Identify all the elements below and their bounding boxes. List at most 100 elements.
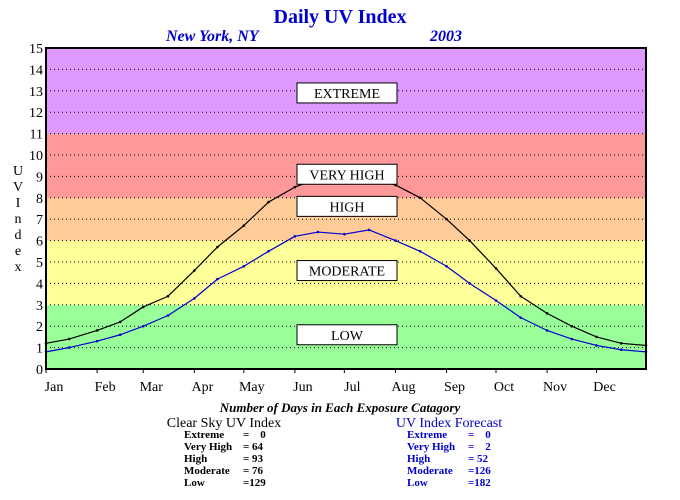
band-label-box <box>296 260 398 282</box>
y-axis-label-char: x <box>15 260 22 275</box>
x-tick-label: Sep <box>444 380 465 395</box>
x-tick-label: Mar <box>140 380 164 395</box>
series-segment <box>167 297 195 317</box>
series-segment <box>571 325 597 338</box>
y-axis-label-char: I <box>16 196 21 211</box>
clear-sky-row-label: Low <box>184 477 205 489</box>
series-segment <box>193 246 218 271</box>
x-tick-label: Oct <box>494 380 514 395</box>
forecast-row-label: Moderate <box>407 465 453 477</box>
summary-caption: Number of Days in Each Exposure Catagory <box>219 400 461 415</box>
series-segment <box>167 270 195 297</box>
series-segment <box>469 240 497 269</box>
series-segment <box>68 329 98 340</box>
x-tick-label: Aug <box>391 380 415 395</box>
band-label-box <box>296 324 398 346</box>
x-tick-label: May <box>239 380 265 395</box>
band-label-text: VERY HIGH <box>309 168 384 183</box>
series-segment <box>268 186 296 203</box>
clear-sky-row-label: Extreme <box>184 429 224 441</box>
series-segment <box>294 231 319 237</box>
forecast-row-label: Extreme <box>407 429 447 441</box>
y-tick-label: 3 <box>36 299 43 314</box>
forecast-row-label: Very High <box>407 441 455 453</box>
band-label-very-high: VERY HIGH <box>296 163 398 185</box>
x-tick-label: Jan <box>45 380 64 395</box>
forecast-row-value: = 2 <box>468 441 491 453</box>
x-tick-label: Nov <box>543 380 567 395</box>
series-segment <box>317 231 345 235</box>
series-segment <box>596 344 622 351</box>
series-segment <box>45 338 70 344</box>
series-segment <box>596 336 622 344</box>
y-axis-label-char: d <box>15 228 22 243</box>
band-label-low: LOW <box>296 324 398 346</box>
band-label-extreme: EXTREME <box>296 82 398 104</box>
y-tick-label: 14 <box>29 63 43 78</box>
series-segment <box>419 250 447 267</box>
series-segment <box>571 338 597 347</box>
y-tick-label: 7 <box>36 213 43 228</box>
clear-sky-row-label: Very High <box>184 441 232 453</box>
series-segment <box>217 265 245 280</box>
series-segment <box>243 250 269 267</box>
band-label-box <box>296 163 398 185</box>
chart-location: New York, NY <box>165 28 260 45</box>
x-tick-label: Apr <box>191 380 213 395</box>
clear-sky-row-value: = 0 <box>243 429 266 441</box>
series-segment <box>268 235 296 252</box>
clear-sky-row-value: = 64 <box>243 441 264 453</box>
series-segment <box>520 295 548 314</box>
y-axis-label-char: V <box>13 180 23 195</box>
chart-year: 2003 <box>429 28 462 45</box>
series-segment <box>621 349 647 353</box>
series-segment <box>96 334 121 342</box>
y-tick-label: 15 <box>29 42 43 57</box>
series-segment <box>495 300 522 319</box>
series-segment <box>395 240 421 252</box>
y-tick-label: 9 <box>36 170 43 185</box>
band-label-text: EXTREME <box>314 87 380 102</box>
series-segment <box>469 282 497 302</box>
series-segment <box>419 197 447 220</box>
y-tick-label: 4 <box>36 277 43 292</box>
series-segment <box>68 340 98 349</box>
band-label-box <box>296 82 398 104</box>
series-segment <box>143 314 169 327</box>
series-segment <box>368 229 396 242</box>
y-axis-label-char: U <box>13 164 23 179</box>
band-label-text: MODERATE <box>309 265 385 280</box>
series-segment <box>621 342 647 347</box>
clear-sky-row-label: High <box>184 453 207 465</box>
band-labels: LOW MODERATE HIGH VERY HIGH EXTREME <box>296 82 398 346</box>
clear-sky-summary-title: Clear Sky UV Index <box>167 416 281 431</box>
series-segment <box>395 184 421 199</box>
y-tick-label: 2 <box>36 320 43 335</box>
band-label-high: HIGH <box>296 195 398 217</box>
forecast-row-value: = 0 <box>468 429 491 441</box>
series-segment <box>446 218 471 242</box>
band-label-text: HIGH <box>330 200 365 215</box>
series-segment <box>520 317 548 332</box>
forecast-row-label: Low <box>407 477 428 489</box>
summary-rows: Extreme = 0 Very High = 64 High = 93 Moderate =… <box>184 429 491 489</box>
x-tick-labels: Jan Feb Mar Apr May Jun Jul Aug Sep Oct Nov Dec <box>45 369 616 395</box>
forecast-summary-title: UV Index Forecast <box>396 416 502 431</box>
y-tick-label: 5 <box>36 256 43 271</box>
y-tick-label: 13 <box>29 85 43 100</box>
series-segment <box>119 306 144 323</box>
y-axis-label-char: e <box>15 244 21 259</box>
band-label-text: LOW <box>331 329 364 344</box>
y-axis-label-char: n <box>15 212 22 227</box>
y-tick-label: 6 <box>36 235 43 250</box>
y-tick-label: 11 <box>30 128 43 143</box>
series-forecast <box>44 228 648 354</box>
series-segment <box>243 201 269 227</box>
y-tick-label: 1 <box>36 342 43 357</box>
band-label-moderate: MODERATE <box>296 260 398 282</box>
chart-title: Daily UV Index <box>274 6 407 28</box>
y-tick-label: 10 <box>29 149 43 164</box>
